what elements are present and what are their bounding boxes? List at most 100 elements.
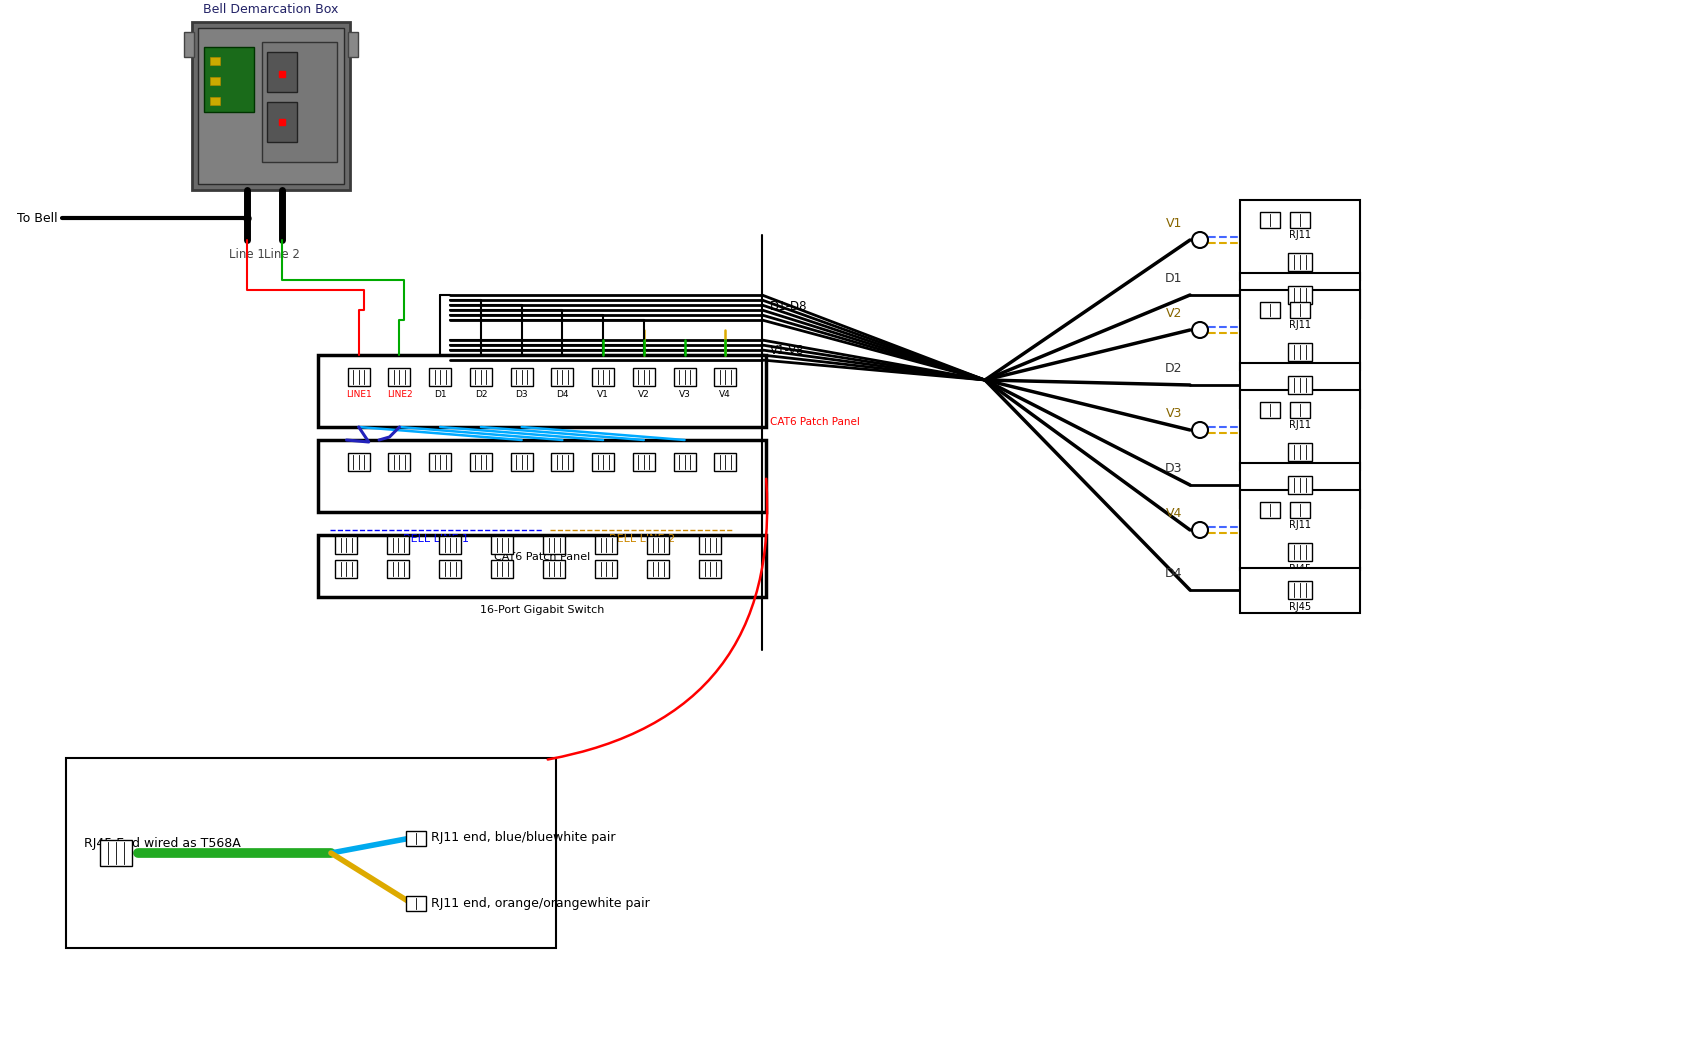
Bar bbox=[267, 103, 297, 142]
Text: D2: D2 bbox=[474, 390, 488, 399]
Bar bbox=[184, 32, 194, 56]
Bar bbox=[1288, 286, 1312, 304]
Bar bbox=[1241, 363, 1361, 408]
Bar bbox=[511, 453, 533, 471]
Text: V1: V1 bbox=[1166, 217, 1182, 230]
Bar bbox=[1241, 390, 1361, 470]
Bar bbox=[439, 560, 461, 578]
Bar bbox=[1241, 290, 1361, 370]
Bar bbox=[1288, 253, 1312, 271]
Bar bbox=[429, 453, 451, 471]
Text: BELL LINE 2: BELL LINE 2 bbox=[609, 535, 675, 544]
Bar bbox=[348, 32, 358, 56]
Text: D1: D1 bbox=[434, 390, 447, 399]
Bar bbox=[491, 536, 513, 554]
Text: BELL LINE 1: BELL LINE 1 bbox=[403, 535, 469, 544]
Bar bbox=[699, 536, 721, 554]
Bar bbox=[1288, 543, 1312, 561]
Text: CAT6 Patch Panel: CAT6 Patch Panel bbox=[495, 552, 591, 562]
Bar bbox=[594, 560, 618, 578]
Text: D1-D8: D1-D8 bbox=[770, 300, 807, 314]
Text: V1: V1 bbox=[598, 390, 609, 399]
Text: RJ45: RJ45 bbox=[1290, 497, 1312, 507]
Bar bbox=[267, 52, 297, 92]
Text: LINE1: LINE1 bbox=[346, 390, 371, 399]
Bar bbox=[647, 536, 668, 554]
Bar bbox=[1288, 444, 1312, 461]
Text: RJ11 end, orange/orangewhite pair: RJ11 end, orange/orangewhite pair bbox=[430, 896, 650, 910]
Bar bbox=[594, 536, 618, 554]
Text: D1: D1 bbox=[1165, 272, 1182, 285]
Text: Line 2: Line 2 bbox=[263, 248, 300, 262]
Bar bbox=[1288, 476, 1312, 494]
Bar bbox=[317, 440, 766, 511]
Bar bbox=[387, 560, 408, 578]
Text: CAT6 Patch Panel: CAT6 Patch Panel bbox=[770, 417, 859, 427]
Bar bbox=[317, 535, 766, 597]
Bar bbox=[647, 560, 668, 578]
Bar bbox=[1290, 402, 1310, 418]
Text: V4: V4 bbox=[719, 390, 731, 399]
Text: V2: V2 bbox=[1166, 306, 1182, 320]
Bar bbox=[66, 758, 555, 948]
Text: V2: V2 bbox=[638, 390, 650, 399]
Bar bbox=[592, 453, 614, 471]
Bar bbox=[197, 28, 344, 184]
Circle shape bbox=[1192, 522, 1209, 538]
Bar bbox=[1290, 302, 1310, 318]
Bar bbox=[1288, 581, 1312, 599]
Text: RJ11: RJ11 bbox=[1290, 320, 1312, 329]
Bar bbox=[633, 368, 655, 386]
Text: D4: D4 bbox=[555, 390, 569, 399]
Bar bbox=[387, 536, 408, 554]
Text: V3: V3 bbox=[1166, 407, 1182, 420]
Bar bbox=[348, 453, 370, 471]
Text: RJ11: RJ11 bbox=[1290, 230, 1312, 240]
Bar bbox=[317, 355, 766, 427]
Text: To Bell: To Bell bbox=[17, 211, 57, 225]
Bar bbox=[1241, 490, 1361, 570]
Bar bbox=[699, 560, 721, 578]
Bar bbox=[334, 536, 356, 554]
Bar bbox=[633, 453, 655, 471]
Bar bbox=[511, 368, 533, 386]
Bar bbox=[1290, 212, 1310, 228]
Bar bbox=[544, 560, 565, 578]
Text: D2: D2 bbox=[1165, 362, 1182, 376]
Bar bbox=[1290, 502, 1310, 518]
Text: V4: V4 bbox=[1166, 507, 1182, 520]
Bar bbox=[714, 368, 736, 386]
Text: RJ11 end, blue/bluewhite pair: RJ11 end, blue/bluewhite pair bbox=[430, 832, 616, 844]
Bar bbox=[1288, 343, 1312, 361]
Circle shape bbox=[1192, 422, 1209, 438]
Bar bbox=[469, 453, 491, 471]
Bar bbox=[209, 77, 219, 85]
Text: RJ45: RJ45 bbox=[1290, 397, 1312, 407]
Bar bbox=[1241, 462, 1361, 507]
Bar bbox=[388, 453, 410, 471]
Text: RJ45: RJ45 bbox=[1290, 564, 1312, 574]
Text: D4: D4 bbox=[1165, 567, 1182, 579]
Bar bbox=[429, 368, 451, 386]
Bar bbox=[1241, 200, 1361, 280]
Text: V3: V3 bbox=[679, 390, 690, 399]
Bar bbox=[552, 453, 574, 471]
Bar bbox=[407, 831, 425, 845]
Bar bbox=[1259, 402, 1280, 418]
Bar bbox=[491, 560, 513, 578]
Bar bbox=[1288, 376, 1312, 394]
Bar bbox=[192, 22, 349, 190]
Bar bbox=[262, 42, 338, 162]
Bar bbox=[552, 368, 574, 386]
Text: Line 1: Line 1 bbox=[230, 248, 265, 262]
Text: V1-V8: V1-V8 bbox=[770, 343, 805, 357]
Bar bbox=[1241, 568, 1361, 613]
Text: D3: D3 bbox=[515, 390, 528, 399]
Text: Bell Demarcation Box: Bell Demarcation Box bbox=[203, 3, 339, 16]
Bar bbox=[544, 536, 565, 554]
Bar bbox=[209, 56, 219, 65]
Bar bbox=[469, 368, 491, 386]
Bar bbox=[592, 368, 614, 386]
Bar bbox=[1259, 502, 1280, 518]
Bar bbox=[388, 368, 410, 386]
